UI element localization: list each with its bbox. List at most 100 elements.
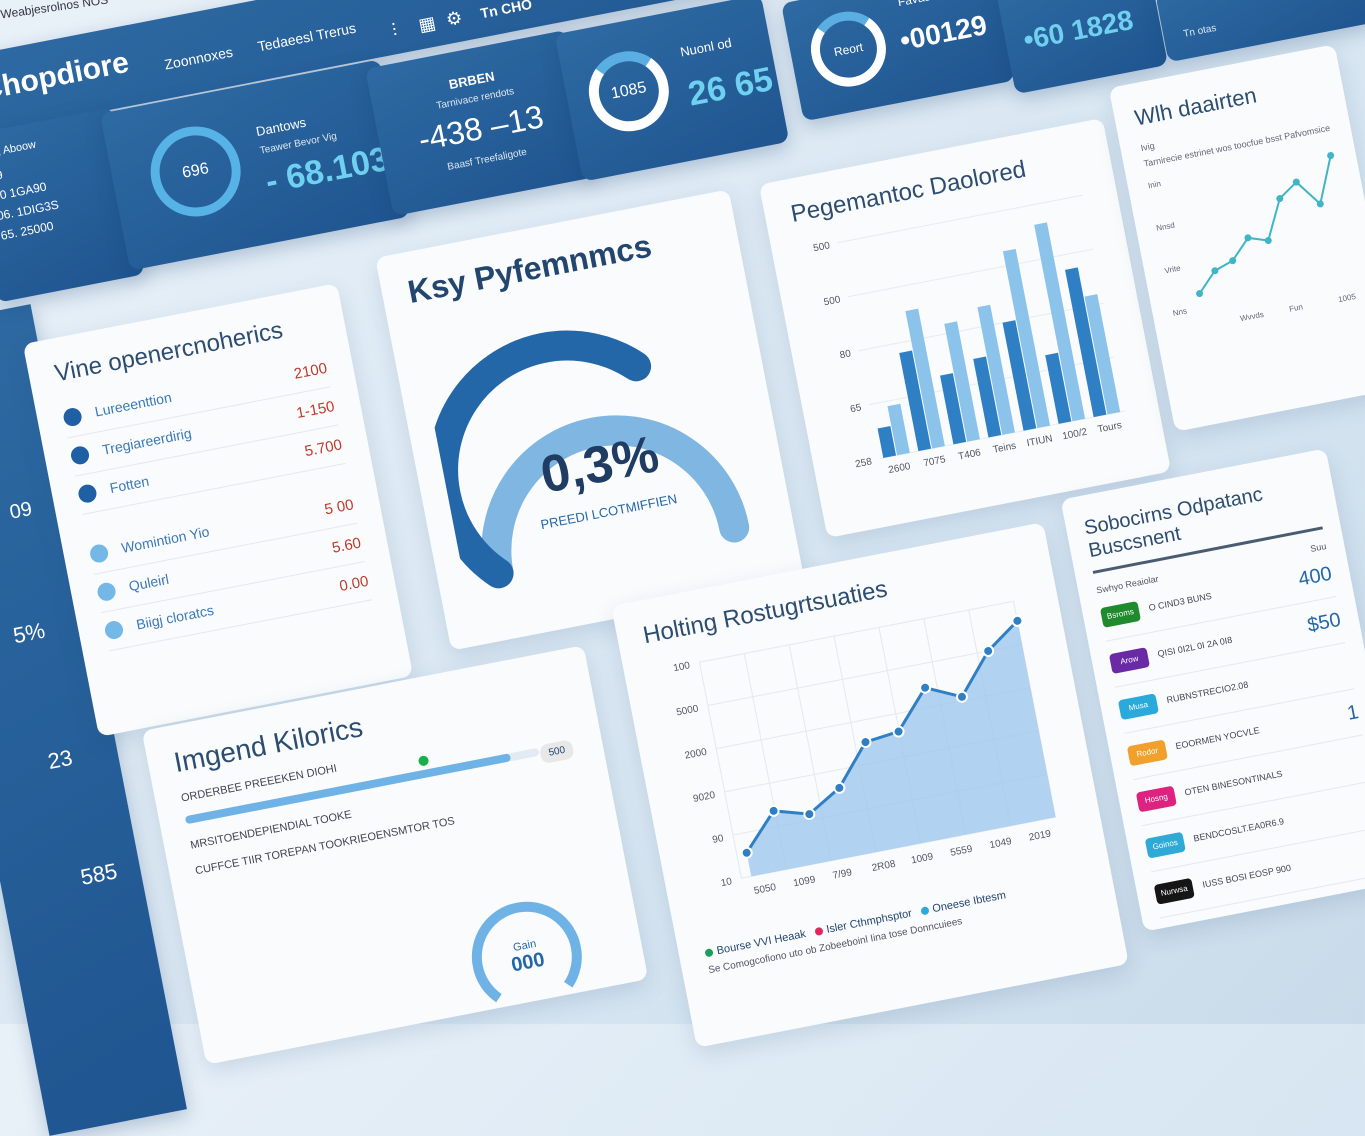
- subscription-value: $50: [1305, 608, 1343, 637]
- chart-icon[interactable]: ⫶: [390, 19, 399, 41]
- y-tick-label: 9020: [692, 790, 716, 805]
- trend-line-chart: Inin Nnsd Vrite Nns Wvvds Fun 1005: [1147, 152, 1357, 323]
- data-point: [740, 846, 753, 859]
- area-fill: [746, 620, 1056, 877]
- x-tick-label: 2R08: [871, 859, 897, 874]
- subscription-tag: Goinos: [1144, 831, 1186, 859]
- x-tick-label: Wvvds: [1239, 310, 1264, 323]
- bar: [977, 304, 1015, 435]
- kpi-ring: 1085: [581, 44, 676, 139]
- x-tick-label: 2019: [1028, 828, 1052, 843]
- y-tick-label: Nnsd: [1156, 220, 1176, 232]
- kpi-ring: Reort: [804, 5, 893, 94]
- x-tick-label: Tours: [1097, 420, 1123, 435]
- data-point: [1327, 152, 1335, 160]
- gauge-track: [481, 415, 750, 589]
- bar: [940, 373, 967, 445]
- bar: [899, 350, 932, 452]
- y-tick-label: 2000: [684, 747, 708, 762]
- subscription-tag: Hosng: [1135, 785, 1177, 813]
- subscription-tag: Rodor: [1126, 739, 1168, 767]
- data-point: [1244, 234, 1252, 242]
- trend-card: Wlh daairten Ivig Tarnirecie estrinet wo…: [1108, 44, 1365, 432]
- subscription-tag: Musa: [1117, 693, 1159, 721]
- y-tick-label: 100: [672, 660, 691, 674]
- bullet-icon: [103, 619, 125, 641]
- ring-value: 1085: [609, 79, 648, 103]
- series-line: [745, 619, 1019, 854]
- subscription-tag: Nurwsa: [1153, 877, 1195, 905]
- sidebar-value[interactable]: 23: [45, 744, 75, 774]
- grid-line: [707, 643, 1023, 706]
- y-tick-label: 500: [823, 294, 842, 308]
- bar: [1002, 320, 1037, 431]
- bullet-icon: [96, 581, 118, 603]
- user-menu[interactable]: Tn CHO: [479, 0, 534, 22]
- sidebar-value[interactable]: 585: [78, 858, 120, 890]
- grid-icon[interactable]: ▦: [416, 12, 438, 36]
- bar: [973, 356, 1002, 438]
- list-item-value: 2100: [292, 359, 329, 383]
- data-point: [1264, 237, 1272, 245]
- x-tick-label: 1049: [989, 836, 1013, 851]
- subscription-value: 1: [1345, 700, 1361, 725]
- y-tick-label: 258: [854, 456, 873, 470]
- mini-gauge-value: 000: [509, 948, 547, 977]
- bar: [1084, 294, 1121, 415]
- y-tick-label: Vrite: [1164, 263, 1182, 275]
- gauge-fill: [428, 330, 652, 589]
- y-tick-label: 500: [812, 240, 831, 254]
- subscription-tag: Bsroms: [1099, 601, 1142, 628]
- data-point: [1292, 178, 1300, 186]
- kpi-title: Dantows: [254, 114, 308, 140]
- nav-item-1[interactable]: Tedaeesl Trerus: [256, 19, 358, 55]
- x-tick-label: 1009: [910, 851, 934, 866]
- indicator-badge: 500: [539, 739, 575, 765]
- key-performance-card: Ksy Pyfemnmcs 0,3% PREEDI LCOTMIFFIEN: [375, 189, 805, 651]
- data-point: [955, 690, 968, 703]
- bar: [1034, 222, 1086, 422]
- settings-icon[interactable]: ⚙: [444, 7, 464, 30]
- x-tick-label: 100/2: [1061, 427, 1088, 443]
- bar-chart: 500 500 80 65 258 2600 7075 T406 Teins ITIUN 100/2…: [812, 194, 1125, 476]
- data-point: [767, 804, 780, 817]
- bar: [1065, 267, 1107, 418]
- kpi-card-4[interactable]: Reort Favas •00129: [781, 0, 1015, 122]
- sidebar-value[interactable]: 09: [7, 497, 34, 524]
- grid-line: [699, 600, 1014, 663]
- data-point: [1011, 614, 1024, 627]
- kpi-value: 26 65: [685, 60, 776, 114]
- kpi-card-3[interactable]: 1085 Nuonl od 26 65: [554, 0, 790, 182]
- kpi-title: Favas: [897, 0, 932, 9]
- x-tick-label: 5050: [753, 882, 777, 897]
- area-chart-card: Holting Rostugrtsuaties 100 5000 2000 9020 9…: [611, 522, 1129, 1048]
- data-point: [833, 781, 846, 794]
- data-point: [919, 681, 932, 694]
- x-tick-label: 1099: [792, 874, 816, 889]
- app-title[interactable]: Chopdiore: [0, 45, 132, 107]
- list-item-value: 5.700: [303, 435, 344, 460]
- bullet-icon: [69, 444, 91, 467]
- data-point: [982, 644, 995, 657]
- bullet-icon: [76, 483, 99, 505]
- bar: [1045, 352, 1072, 424]
- x-tick-label: Fun: [1288, 302, 1303, 313]
- y-tick-label: 10: [720, 876, 733, 889]
- sidebar-value[interactable]: 5%: [11, 617, 48, 649]
- y-tick-label: 80: [839, 348, 852, 361]
- x-tick-label: 7075: [923, 454, 947, 469]
- data-point: [859, 736, 872, 749]
- kpi-title: Nuonl od: [678, 34, 733, 60]
- trend-line: [1198, 155, 1332, 295]
- data-point: [1229, 257, 1237, 265]
- y-tick-label: Nns: [1172, 306, 1188, 318]
- data-point: [1276, 195, 1284, 203]
- x-tick-label: 1005: [1337, 292, 1357, 304]
- nav-item-0[interactable]: Zoonnoxes: [163, 43, 235, 73]
- y-tick-label: 65: [849, 402, 862, 415]
- kpi-card-5[interactable]: •60 1828: [995, 0, 1169, 95]
- x-tick-label: ITIUN: [1026, 433, 1054, 449]
- bullet-icon: [88, 543, 110, 565]
- bullet-icon: [62, 406, 84, 428]
- bar: [887, 403, 910, 456]
